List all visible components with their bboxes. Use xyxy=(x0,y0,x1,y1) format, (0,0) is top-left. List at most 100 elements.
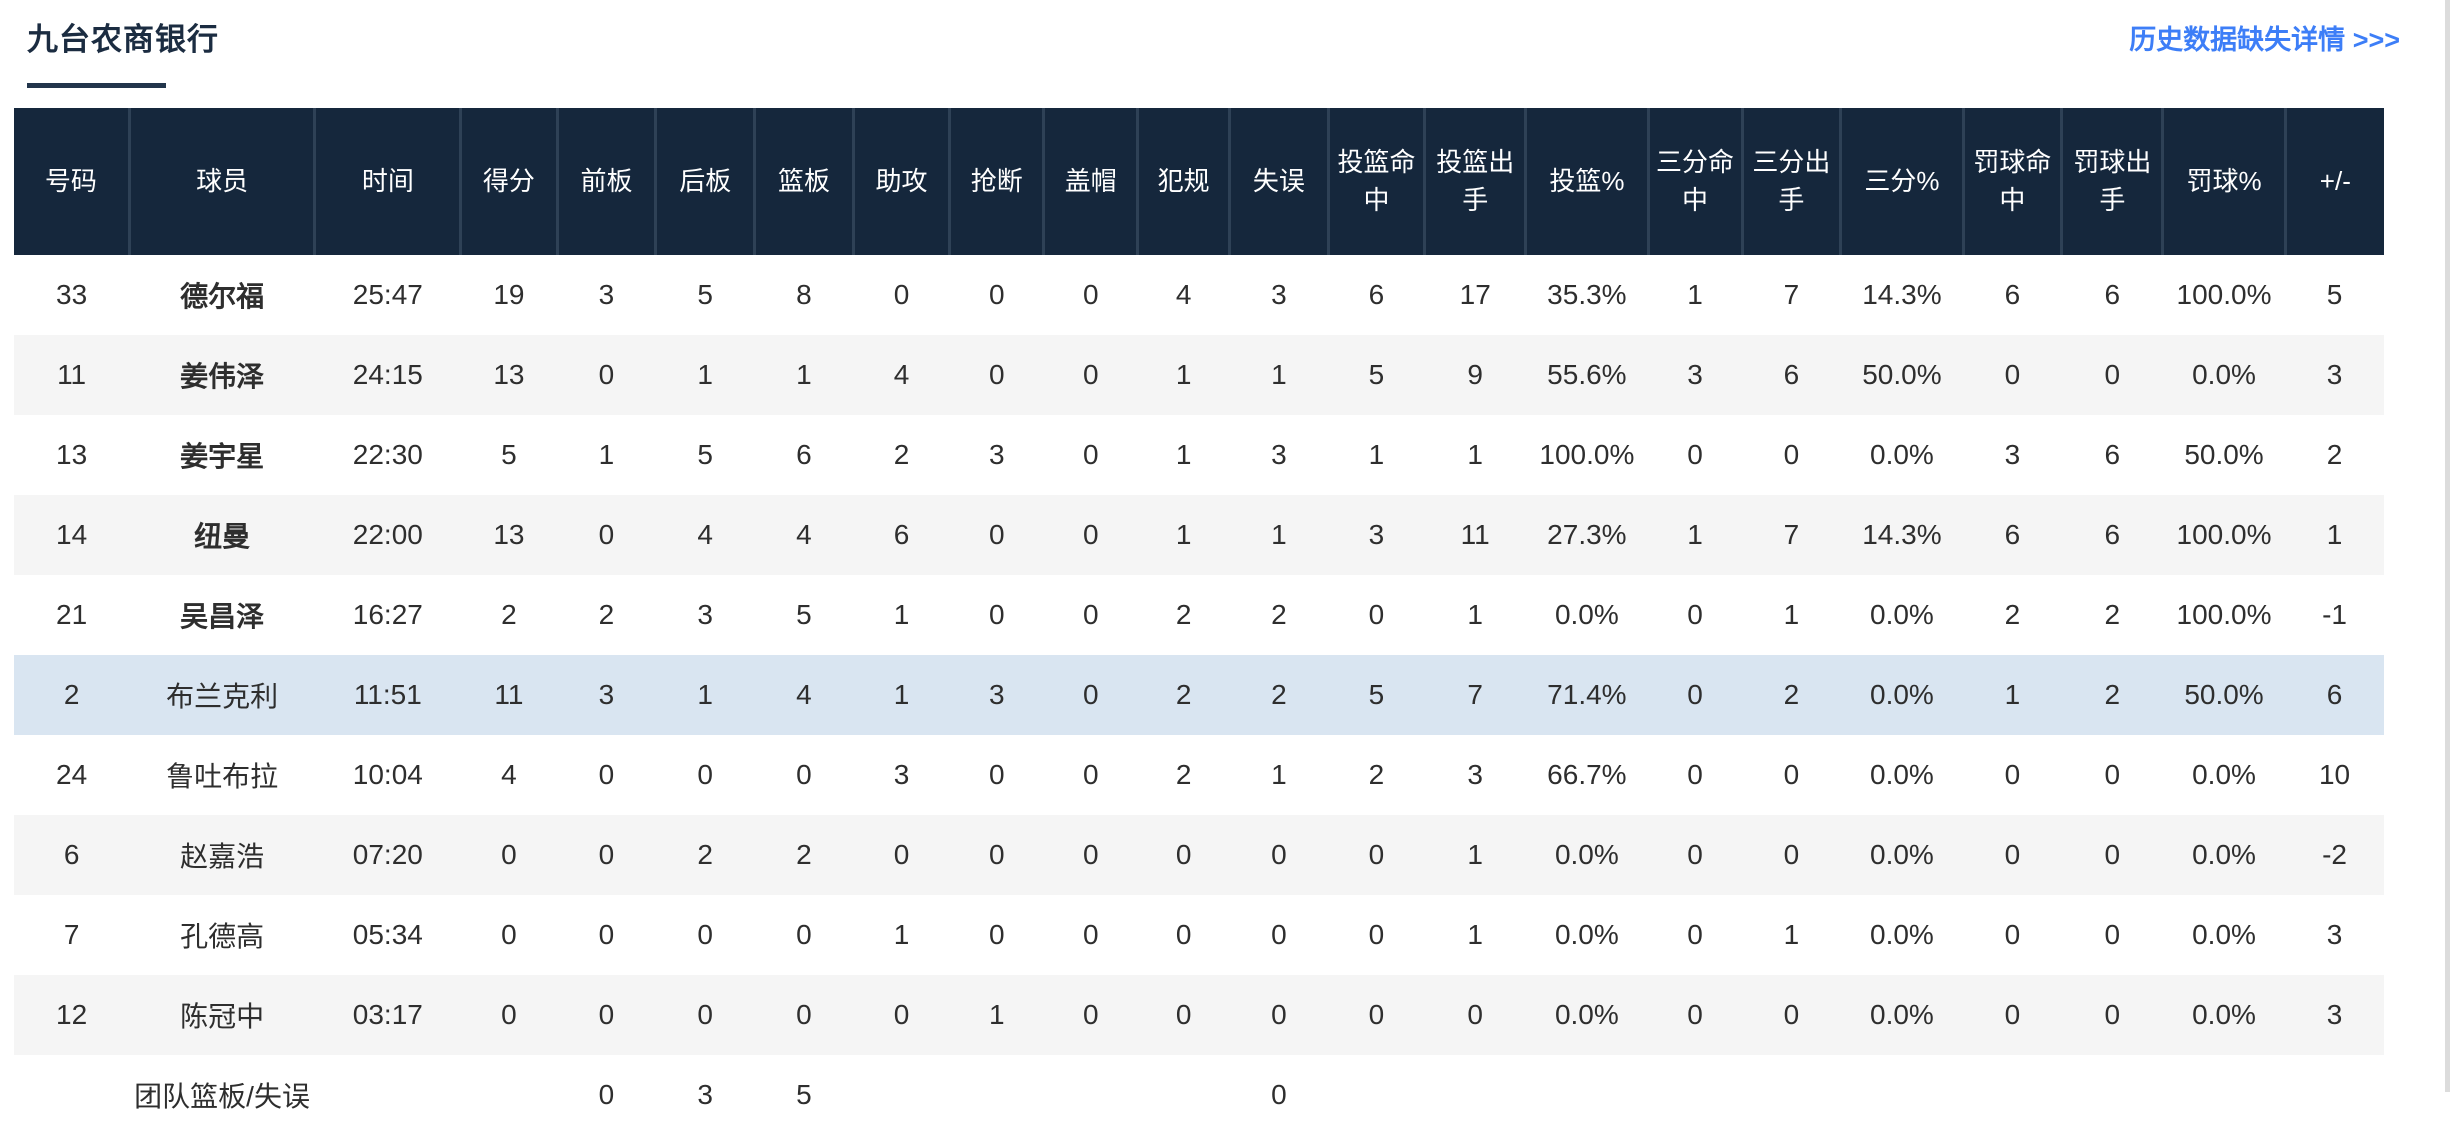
cell-fga: 1 xyxy=(1467,439,1483,470)
cell-number: 6 xyxy=(63,839,80,870)
cell-3p-pct: 0.0% xyxy=(1870,599,1934,630)
column-header-oreb: 前板 xyxy=(557,108,658,255)
column-header-ftm: 罚球命中 xyxy=(1963,108,2064,255)
column-header-player: 球员 xyxy=(129,108,317,255)
cell-3pm: 3 xyxy=(1687,359,1703,390)
cell-ft-pct: 0.0% xyxy=(2192,839,2256,870)
cell-3p-pct: 0.0% xyxy=(1870,759,1934,790)
table-row[interactable]: 33 德尔福 25:47 19 3 5 8 0 0 0 4 3 6 17 35.3% 1 7 14.3% 6 6 100… xyxy=(14,255,2384,335)
cell-3p-pct: 0.0% xyxy=(1870,439,1934,470)
cell-stl: 0 xyxy=(988,839,1005,870)
cell-dreb: 5 xyxy=(697,439,713,470)
cell-minutes: 07:20 xyxy=(352,839,423,870)
cell-dreb: 3 xyxy=(697,599,713,630)
cell-blk: 0 xyxy=(1083,999,1099,1030)
table-row[interactable]: 21 吴昌泽 16:27 2 2 3 5 1 0 0 2 2 0 1 0.0% 0 1 0.0% 2 2 100.0% -… xyxy=(14,575,2384,655)
cell-3p-pct: 50.0% xyxy=(1862,359,1942,390)
column-header-fgm: 投篮命中 xyxy=(1328,108,1427,255)
column-header-stl: 抢断 xyxy=(949,108,1046,255)
cell-tov: 0 xyxy=(1271,839,1287,870)
table-row[interactable]: 13 姜宇星 22:30 5 1 5 6 2 3 0 1 3 1 1 100.0% 0 0 0.0% 3 6 50.0%… xyxy=(14,415,2384,495)
cell-3pa: 1 xyxy=(1783,599,1800,630)
cell-ast: 6 xyxy=(893,519,910,550)
page-title: 九台农商银行 xyxy=(27,22,219,57)
cell-oreb: 0 xyxy=(598,999,615,1030)
table-row[interactable]: 24 鲁吐布拉 10:04 4 0 0 0 3 0 0 2 1 2 3 66.7% 0 0 0.0% 0 0 0.0% 1… xyxy=(14,735,2384,815)
column-header-ast: 助攻 xyxy=(853,108,952,255)
cell-stl xyxy=(950,1055,1044,1135)
cell-dreb: 5 xyxy=(697,279,713,310)
cell-oreb: 0 xyxy=(598,1079,615,1110)
cell-fgm: 0 xyxy=(1368,599,1385,630)
cell-ast: 0 xyxy=(893,279,910,310)
cell-fta: 0 xyxy=(2104,839,2121,870)
cell-3pa: 0 xyxy=(1783,759,1800,790)
table-row[interactable]: 7 孔德高 05:34 0 0 0 0 1 0 0 0 0 0 1 0.0% 0 1 0.0% 0 0 0.0% 3 xyxy=(14,895,2384,975)
cell-ft-pct: 0.0% xyxy=(2192,759,2256,790)
cell-pf: 2 xyxy=(1175,679,1192,710)
table-row[interactable]: 11 姜伟泽 24:15 13 0 1 1 4 0 0 1 1 5 9 55.6% 3 6 50.0% 0 0 0.0%… xyxy=(14,335,2384,415)
cell-fgm: 2 xyxy=(1368,759,1385,790)
cell-blk: 0 xyxy=(1083,759,1099,790)
cell-tov: 2 xyxy=(1271,599,1287,630)
column-header-ft-pct: 罚球% xyxy=(2162,108,2287,255)
cell-number: 24 xyxy=(56,759,88,790)
cell-oreb: 0 xyxy=(598,519,615,550)
cell-3pm: 0 xyxy=(1687,599,1703,630)
cell-fta: 2 xyxy=(2104,679,2121,710)
cell-ftm: 0 xyxy=(2004,759,2021,790)
cell-stl: 0 xyxy=(988,359,1005,390)
cell-ast: 4 xyxy=(893,359,910,390)
cell-points: 13 xyxy=(493,359,525,390)
cell-fta: 0 xyxy=(2104,999,2121,1030)
cell-player: 团队篮板/失误 xyxy=(134,1081,310,1112)
cell-stl: 0 xyxy=(988,599,1005,630)
table-row[interactable]: 12 陈冠中 03:17 0 0 0 0 0 1 0 0 0 0 0 0.0% 0 0 0.0% 0 0 0.0% 3 xyxy=(14,975,2384,1055)
vertical-scrollbar[interactable] xyxy=(2445,0,2450,1092)
cell-dreb: 1 xyxy=(697,359,713,390)
cell-pf: 1 xyxy=(1175,519,1192,550)
cell-blk: 0 xyxy=(1083,279,1099,310)
cell-ft-pct: 50.0% xyxy=(2184,439,2264,470)
cell-fta: 0 xyxy=(2104,359,2121,390)
team-totals-row[interactable]: 团队篮板/失误 0 3 5 0 xyxy=(14,1055,2384,1135)
cell-3pm xyxy=(1648,1055,1742,1135)
cell-player: 吴昌泽 xyxy=(180,601,265,632)
cell-points: 0 xyxy=(501,919,517,950)
cell-tov: 0 xyxy=(1271,919,1287,950)
cell-points: 13 xyxy=(493,519,525,550)
cell-reb: 4 xyxy=(796,679,812,710)
cell-dreb: 0 xyxy=(697,919,713,950)
cell-3pm: 0 xyxy=(1687,919,1703,950)
cell-3pa: 1 xyxy=(1783,919,1800,950)
cell-fg-pct: 71.4% xyxy=(1547,679,1627,710)
cell-3p-pct: 0.0% xyxy=(1870,999,1934,1030)
cell-ftm: 0 xyxy=(2004,839,2021,870)
cell-3p-pct xyxy=(1841,1055,1963,1135)
cell-points: 5 xyxy=(501,439,517,470)
cell-points: 0 xyxy=(501,839,517,870)
cell-fga: 0 xyxy=(1467,999,1483,1030)
column-header-tov: 失误 xyxy=(1229,108,1330,255)
cell-ft-pct: 0.0% xyxy=(2192,999,2256,1030)
cell-blk: 0 xyxy=(1083,519,1099,550)
history-missing-data-link[interactable]: 历史数据缺失详情 >>> xyxy=(2129,25,2400,55)
cell-oreb: 0 xyxy=(598,839,615,870)
cell-fg-pct: 0.0% xyxy=(1554,839,1619,870)
cell-ft-pct: 100.0% xyxy=(2176,519,2272,550)
cell-number: 12 xyxy=(56,999,88,1030)
table-row[interactable]: 14 纽曼 22:00 13 0 4 4 6 0 0 1 1 3 11 27.3% 1 7 14.3% 6 6 100.… xyxy=(14,495,2384,575)
table-row[interactable]: 6 赵嘉浩 07:20 0 0 2 2 0 0 0 0 0 0 1 0.0% 0 0 0.0% 0 0 0.0% -2 xyxy=(14,815,2384,895)
cell-ft-pct: 100.0% xyxy=(2176,599,2272,630)
cell-tov: 3 xyxy=(1271,279,1287,310)
cell-plus-minus: -2 xyxy=(2322,839,2348,870)
cell-3p-pct: 14.3% xyxy=(1862,519,1942,550)
cell-plus-minus: 1 xyxy=(2326,519,2343,550)
cell-reb: 5 xyxy=(796,1079,812,1110)
cell-minutes: 03:17 xyxy=(352,999,423,1030)
column-header-reb: 篮板 xyxy=(754,108,855,255)
cell-3pa xyxy=(1742,1055,1841,1135)
table-row[interactable]: 2 布兰克利 11:51 11 3 1 4 1 3 0 2 2 5 7 71.4% 0 2 0.0% 1 2 50.0%… xyxy=(14,655,2384,735)
cell-fg-pct: 55.6% xyxy=(1547,359,1627,390)
cell-stl: 3 xyxy=(988,679,1005,710)
